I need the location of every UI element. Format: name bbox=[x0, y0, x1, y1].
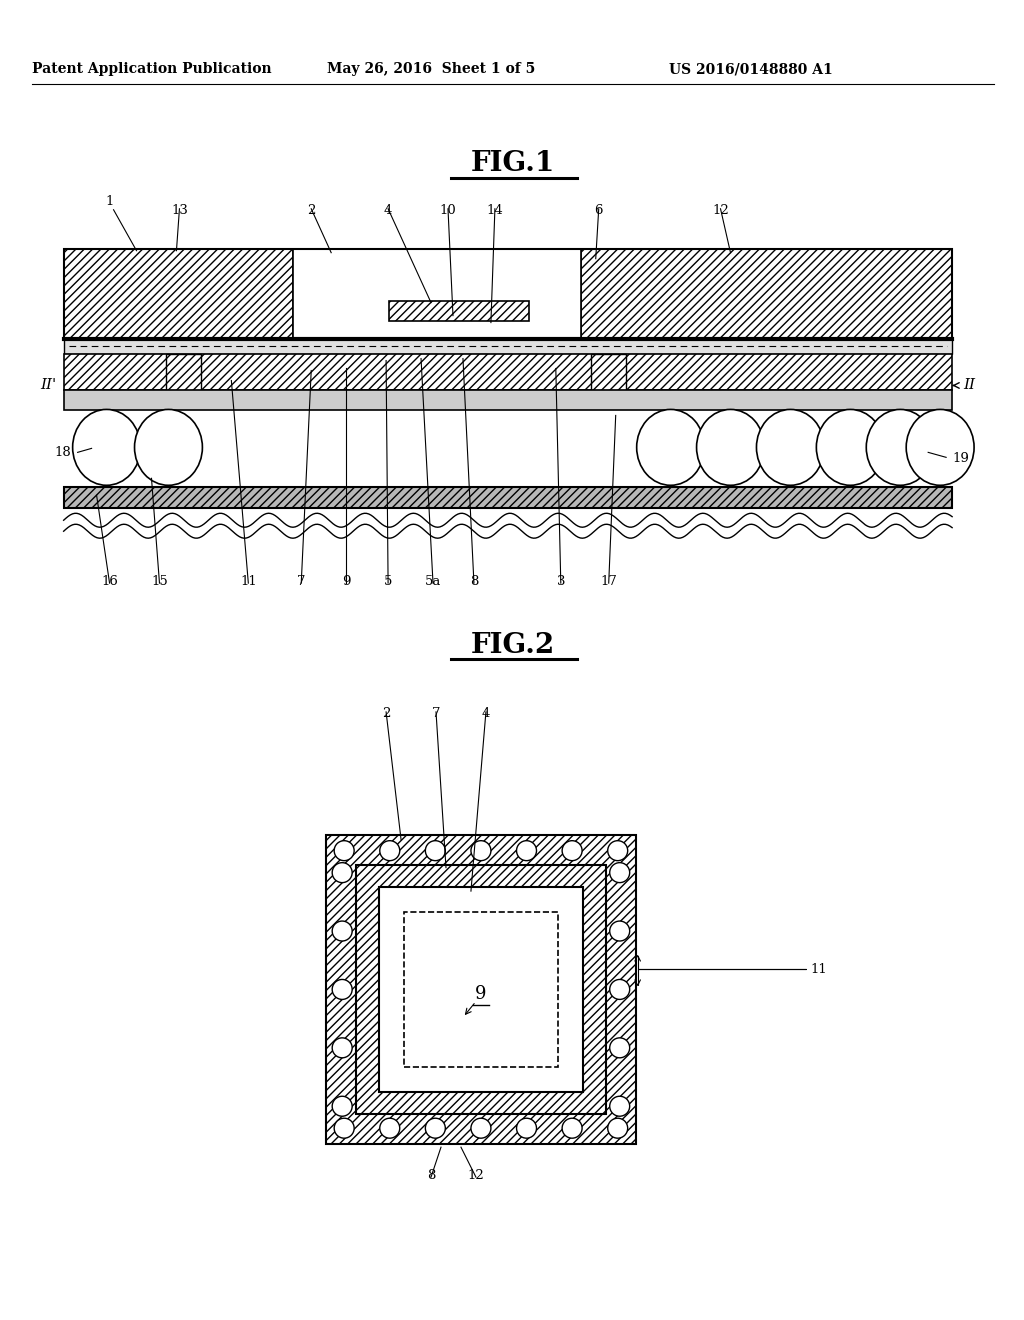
Text: 12: 12 bbox=[468, 1170, 484, 1183]
Text: 15: 15 bbox=[152, 576, 168, 589]
Text: 12: 12 bbox=[712, 203, 729, 216]
Text: US 2016/0148880 A1: US 2016/0148880 A1 bbox=[669, 62, 833, 77]
Bar bbox=[404, 913, 557, 1065]
Text: 1: 1 bbox=[105, 195, 114, 207]
Text: May 26, 2016  Sheet 1 of 5: May 26, 2016 Sheet 1 of 5 bbox=[327, 62, 536, 77]
Circle shape bbox=[471, 841, 490, 861]
Circle shape bbox=[332, 1038, 352, 1057]
Text: 5: 5 bbox=[384, 576, 392, 589]
Text: Patent Application Publication: Patent Application Publication bbox=[32, 62, 271, 77]
Bar bbox=[591, 354, 626, 391]
Circle shape bbox=[425, 841, 445, 861]
Circle shape bbox=[562, 1118, 582, 1138]
Bar bbox=[356, 865, 606, 1114]
Text: 5a: 5a bbox=[425, 576, 441, 589]
Bar bbox=[356, 865, 606, 1114]
Ellipse shape bbox=[73, 409, 140, 486]
Bar bbox=[63, 248, 952, 338]
Bar bbox=[63, 354, 952, 391]
Bar bbox=[293, 248, 581, 338]
Text: 13: 13 bbox=[171, 203, 187, 216]
Text: 11: 11 bbox=[240, 576, 257, 589]
Text: 9: 9 bbox=[342, 576, 350, 589]
Bar bbox=[167, 354, 202, 391]
Circle shape bbox=[332, 921, 352, 941]
Circle shape bbox=[609, 863, 630, 883]
Circle shape bbox=[609, 979, 630, 999]
Bar bbox=[63, 487, 952, 508]
Bar bbox=[591, 354, 626, 391]
Ellipse shape bbox=[696, 409, 765, 486]
Circle shape bbox=[332, 863, 352, 883]
Circle shape bbox=[516, 841, 537, 861]
Text: 8: 8 bbox=[470, 576, 478, 589]
Circle shape bbox=[334, 1118, 354, 1138]
Circle shape bbox=[609, 1038, 630, 1057]
Circle shape bbox=[609, 1096, 630, 1117]
Circle shape bbox=[609, 921, 630, 941]
Bar bbox=[63, 248, 293, 338]
Bar bbox=[379, 887, 584, 1092]
Text: 10: 10 bbox=[439, 203, 457, 216]
Bar bbox=[167, 354, 202, 391]
Circle shape bbox=[607, 1118, 628, 1138]
Bar bbox=[403, 912, 558, 1067]
Text: II: II bbox=[964, 379, 975, 392]
Text: 19: 19 bbox=[952, 451, 969, 465]
Bar bbox=[63, 338, 952, 354]
Circle shape bbox=[471, 1118, 490, 1138]
Text: II': II' bbox=[40, 379, 56, 392]
Text: 7: 7 bbox=[432, 708, 440, 719]
Text: 4: 4 bbox=[481, 708, 490, 719]
Text: 17: 17 bbox=[600, 576, 617, 589]
Bar bbox=[581, 248, 952, 338]
Bar bbox=[581, 248, 952, 338]
Text: 18: 18 bbox=[55, 446, 72, 459]
Text: 2: 2 bbox=[307, 203, 315, 216]
Circle shape bbox=[425, 1118, 445, 1138]
Ellipse shape bbox=[134, 409, 203, 486]
Text: 8: 8 bbox=[427, 1170, 435, 1183]
Circle shape bbox=[380, 1118, 399, 1138]
Circle shape bbox=[607, 841, 628, 861]
Text: 9: 9 bbox=[475, 986, 486, 1003]
Circle shape bbox=[516, 1118, 537, 1138]
Text: 7: 7 bbox=[297, 576, 305, 589]
Bar bbox=[389, 301, 528, 321]
Text: 16: 16 bbox=[101, 576, 118, 589]
Bar bbox=[63, 487, 952, 508]
Text: FIG.1: FIG.1 bbox=[471, 150, 555, 177]
Ellipse shape bbox=[816, 409, 885, 486]
Circle shape bbox=[332, 1096, 352, 1117]
Text: 11: 11 bbox=[810, 964, 827, 975]
Circle shape bbox=[332, 979, 352, 999]
Ellipse shape bbox=[866, 409, 934, 486]
Bar bbox=[63, 248, 293, 338]
Text: 4: 4 bbox=[384, 203, 392, 216]
Text: 14: 14 bbox=[486, 203, 503, 216]
Ellipse shape bbox=[906, 409, 974, 486]
Text: 3: 3 bbox=[557, 576, 565, 589]
Bar bbox=[63, 391, 952, 411]
Bar bbox=[63, 354, 952, 391]
Bar bbox=[327, 834, 636, 1144]
Text: FIG.2: FIG.2 bbox=[471, 631, 555, 659]
Text: 6: 6 bbox=[595, 203, 603, 216]
Circle shape bbox=[380, 841, 399, 861]
Ellipse shape bbox=[637, 409, 705, 486]
Text: 2: 2 bbox=[382, 708, 390, 719]
Circle shape bbox=[562, 841, 582, 861]
Ellipse shape bbox=[757, 409, 824, 486]
Bar bbox=[389, 301, 528, 321]
Bar bbox=[327, 834, 636, 1144]
Circle shape bbox=[334, 841, 354, 861]
